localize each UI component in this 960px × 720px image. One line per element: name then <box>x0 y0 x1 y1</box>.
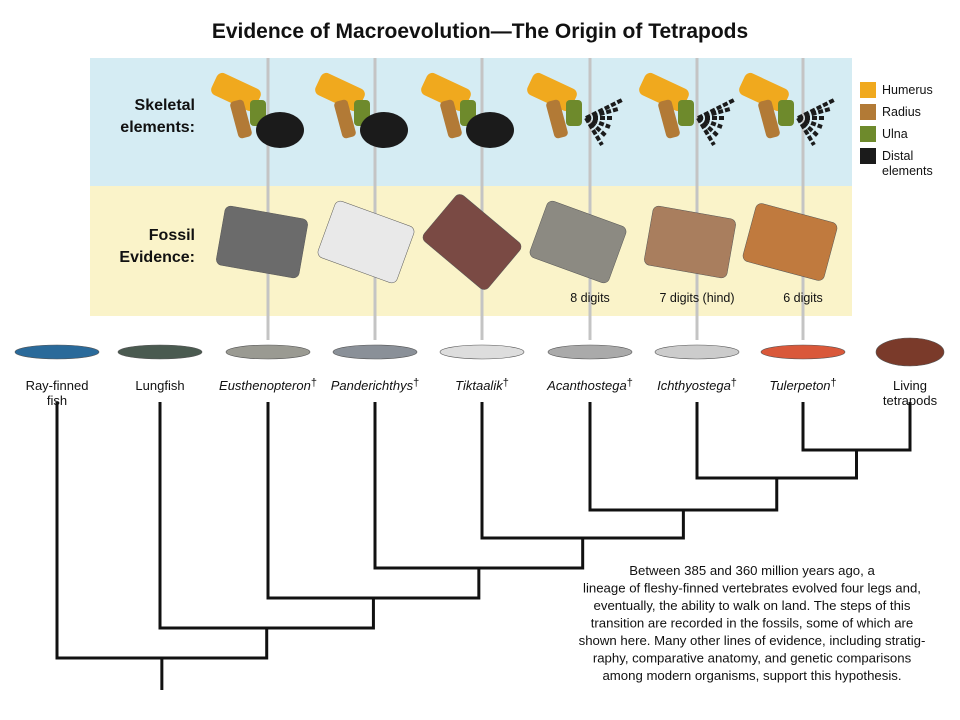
fossil <box>529 200 627 284</box>
humerus <box>211 72 261 112</box>
digit <box>797 107 831 120</box>
humerus <box>315 72 365 112</box>
ulna <box>678 100 694 126</box>
taxon-name: Acanthostega <box>546 378 627 393</box>
taxon-label: Tulerpeton† <box>769 377 836 393</box>
row-label: elements: <box>120 119 195 136</box>
taxon-label: Acanthostega† <box>546 377 633 393</box>
row-label: Fossil <box>149 227 195 244</box>
humerus <box>527 72 577 112</box>
animal <box>332 344 418 360</box>
digit <box>796 116 816 147</box>
extinct-mark: † <box>503 377 509 389</box>
ulna <box>778 100 794 126</box>
row-label: Skeletal <box>135 97 195 114</box>
title: Evidence of Macroevolution—The Origin of… <box>212 20 748 43</box>
taxon-name: tetrapods <box>883 393 938 408</box>
legend-swatch <box>860 126 876 142</box>
paragraph-line: transition are recorded in the fossils, … <box>591 616 914 631</box>
taxon-label: Panderichthys† <box>331 377 420 393</box>
digit-label: 6 digits <box>783 291 823 305</box>
legend-label: Radius <box>882 105 921 119</box>
animal <box>654 344 740 360</box>
taxon-name: fish <box>47 393 67 408</box>
humerus <box>739 72 789 112</box>
animal <box>547 344 633 360</box>
legend-label: Distal <box>882 149 913 163</box>
taxon-name: Panderichthys <box>331 378 414 393</box>
taxon-label: Ichthyostega† <box>657 377 737 393</box>
paragraph-line: shown here. Many other lines of evidence… <box>579 633 926 648</box>
radius <box>658 99 680 139</box>
paragraph-line: lineage of fleshy-finned vertebrates evo… <box>583 581 921 596</box>
legend-swatch <box>860 82 876 98</box>
extinct-mark: † <box>731 377 737 389</box>
extinct-mark: † <box>413 377 419 389</box>
paragraph-line: raphy, comparative anatomy, and genetic … <box>593 651 912 666</box>
extinct-mark: † <box>311 377 317 389</box>
fossil <box>644 205 736 279</box>
taxon-name: Ray-finned <box>26 378 89 393</box>
taxon-label: fish <box>47 393 67 408</box>
radius <box>230 99 252 139</box>
animal <box>875 337 945 367</box>
taxon-label: Lungfish <box>135 378 184 393</box>
branch <box>801 402 912 452</box>
branch <box>588 402 779 512</box>
row-label: Evidence: <box>119 249 195 266</box>
legend-label: Humerus <box>882 83 933 97</box>
ulna <box>566 100 582 126</box>
taxon-label: Ray-finned <box>26 378 89 393</box>
animal <box>117 344 203 360</box>
branch <box>373 402 585 570</box>
fossil <box>742 203 838 281</box>
humerus <box>421 72 471 112</box>
digit <box>696 116 716 147</box>
extinct-mark: † <box>627 377 633 389</box>
digit-label: 8 digits <box>570 291 610 305</box>
animal <box>439 344 525 360</box>
taxon-name: Lungfish <box>135 378 184 393</box>
radius <box>758 99 780 139</box>
digit <box>697 107 731 120</box>
branch <box>480 402 685 540</box>
extinct-mark: † <box>831 377 837 389</box>
taxon-name: Living <box>893 378 927 393</box>
paragraph-line: Between 385 and 360 million years ago, a <box>629 563 875 578</box>
legend-label: Ulna <box>882 127 908 141</box>
radius <box>334 99 356 139</box>
animal <box>14 344 100 360</box>
taxon-label: Tiktaalik† <box>455 377 509 393</box>
paragraph-line: eventually, the ability to walk on land.… <box>594 598 911 613</box>
humerus <box>639 72 689 112</box>
digit <box>584 116 604 147</box>
taxon-name: Eusthenopteron <box>219 378 311 393</box>
paragraph-line: among modern organisms, support this hyp… <box>602 668 901 683</box>
legend-swatch <box>860 148 876 164</box>
animal <box>225 344 311 360</box>
distal <box>466 112 514 148</box>
legend-label: elements <box>882 164 933 178</box>
taxon-label: Living <box>893 378 927 393</box>
taxon-label: tetrapods <box>883 393 938 408</box>
distal <box>256 112 304 148</box>
fossil <box>216 205 308 279</box>
taxon-label: Eusthenopteron† <box>219 377 317 393</box>
branch <box>55 402 269 660</box>
distal <box>360 112 408 148</box>
fossil <box>422 194 522 290</box>
taxon-name: Ichthyostega <box>657 378 731 393</box>
taxon-name: Tulerpeton <box>769 378 830 393</box>
branch <box>695 402 858 480</box>
animal <box>760 344 846 360</box>
fossil <box>317 200 415 284</box>
legend-swatch <box>860 104 876 120</box>
radius <box>546 99 568 139</box>
radius <box>440 99 462 139</box>
digit-label: 7 digits (hind) <box>659 291 734 305</box>
digit <box>585 107 619 120</box>
taxon-name: Tiktaalik <box>455 378 504 393</box>
